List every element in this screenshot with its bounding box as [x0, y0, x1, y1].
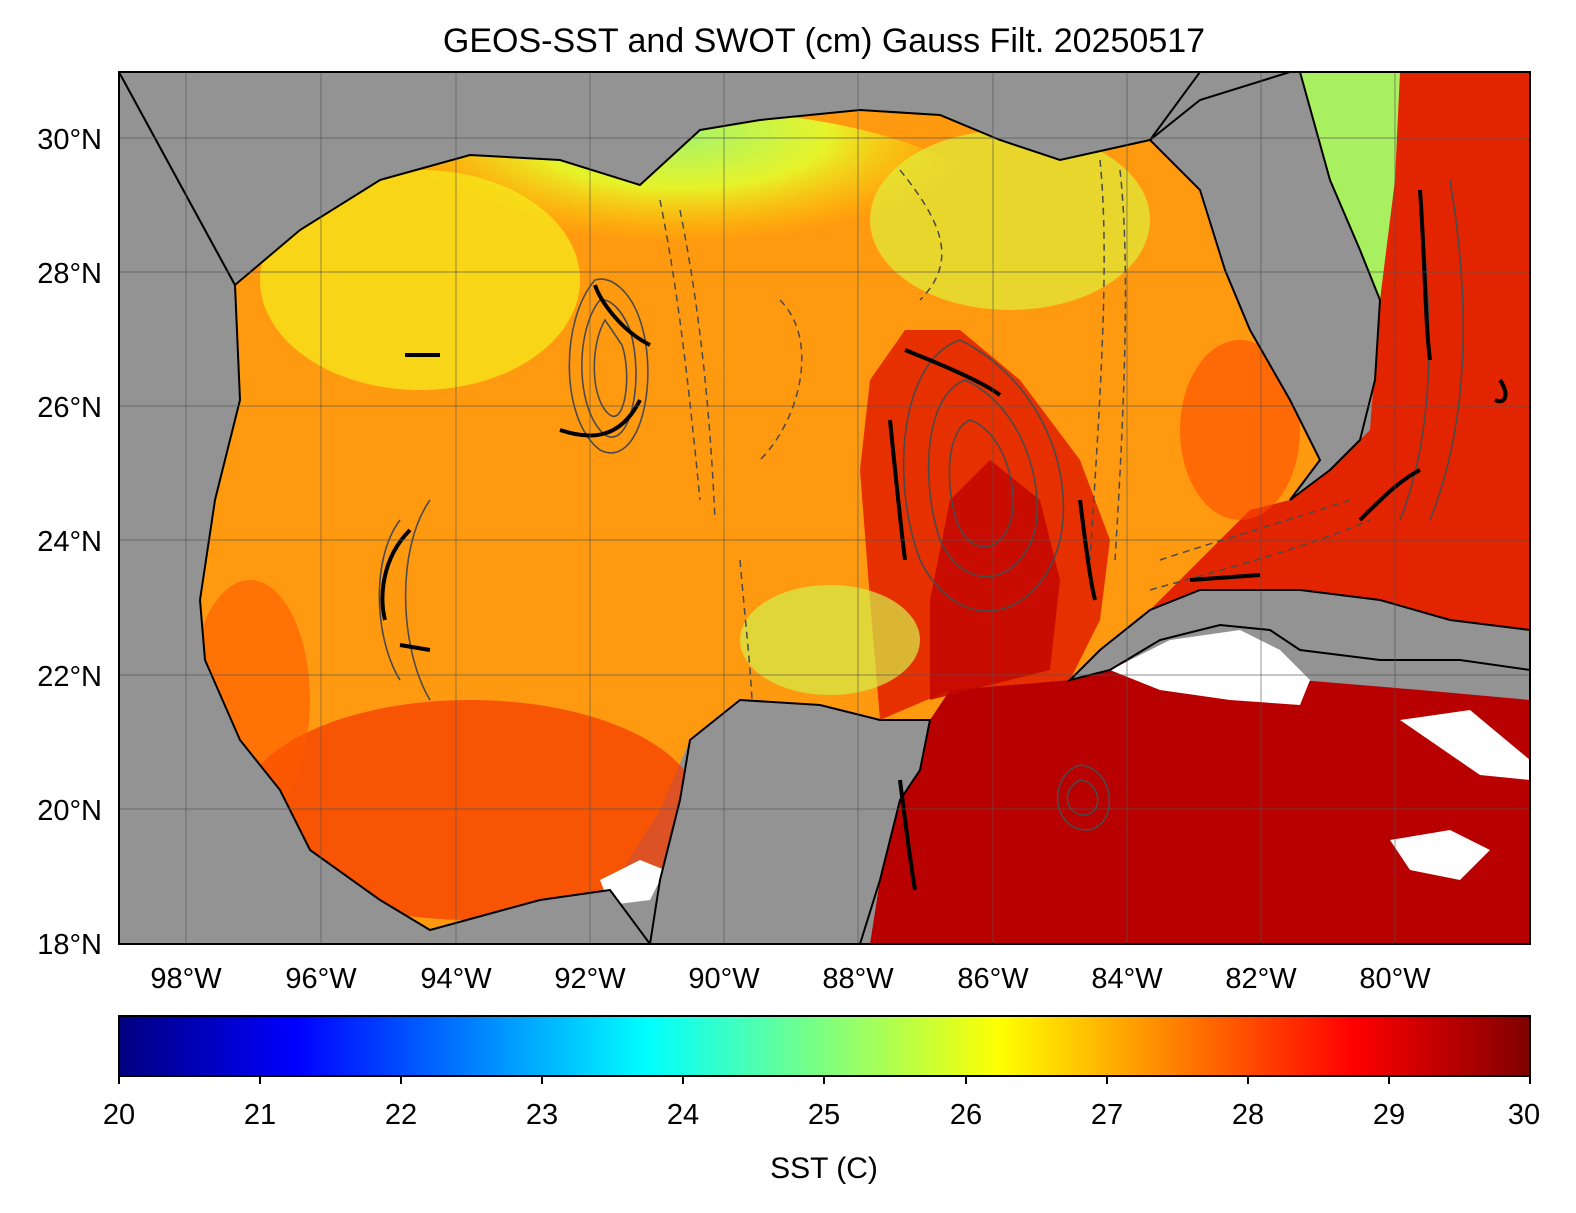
lon-tick-labels: 98°W 96°W 94°W 92°W 90°W 88°W 86°W 84°W … [150, 963, 1431, 995]
warm-wfs [1180, 340, 1300, 520]
map-panel [119, 72, 1530, 944]
land-mexico-south [119, 72, 652, 944]
swot-contours-dashed [659, 159, 1371, 701]
cool-shelf-west [260, 170, 580, 390]
colorbar-tick-label: 20 [103, 1099, 135, 1131]
swot-contours [378, 179, 1464, 831]
colorbar-tick-label: 24 [667, 1099, 699, 1131]
lon-tick-label: 92°W [554, 963, 626, 995]
colorbar-label: SST (C) [770, 1152, 878, 1185]
lon-tick-label: 82°W [1225, 963, 1297, 995]
lat-tick-label: 18°N [37, 929, 102, 961]
lat-tick-label: 20°N [37, 795, 102, 827]
colorbar-tick-label: 30 [1508, 1099, 1540, 1131]
caribbean-water-sst [870, 660, 1530, 944]
lat-tick-label: 26°N [37, 392, 102, 424]
colorbar-tick-label: 22 [385, 1099, 417, 1131]
cool-yucatan [740, 585, 920, 695]
lat-tick-label: 22°N [37, 661, 102, 693]
map-title: GEOS-SST and SWOT (cm) Gauss Filt. 20250… [443, 22, 1205, 60]
colorbar-tick-label: 26 [950, 1099, 982, 1131]
colorbar-tick-label: 29 [1373, 1099, 1405, 1131]
lon-tick-label: 86°W [957, 963, 1029, 995]
lon-tick-label: 80°W [1359, 963, 1431, 995]
land-cuba [1066, 589, 1530, 682]
nodata-caribbean-2 [1400, 710, 1530, 780]
swot-zero-contours [380, 189, 1508, 891]
cool-shelf-east [870, 130, 1150, 310]
nodata-cuba [1110, 630, 1310, 705]
colorbar-tick-label: 21 [244, 1099, 276, 1131]
colorbar-tick-label: 27 [1091, 1099, 1123, 1131]
lon-tick-label: 90°W [688, 963, 760, 995]
colorbar-tick-label: 25 [808, 1099, 840, 1131]
map-graticule [119, 72, 1530, 944]
colorbar-tick-marks [118, 1076, 1531, 1084]
lon-tick-label: 88°W [822, 963, 894, 995]
nodata-caribbean [1390, 830, 1490, 880]
lat-tick-label: 24°N [37, 526, 102, 558]
map-frame [118, 71, 1531, 945]
straits-water-sst [1150, 72, 1530, 630]
lon-tick-label: 98°W [150, 963, 222, 995]
colorbar-gradient [118, 1015, 1531, 1077]
land-yucatan [648, 698, 932, 944]
lon-tick-label: 94°W [420, 963, 492, 995]
lon-tick-label: 96°W [285, 963, 357, 995]
nodata-campeche [600, 860, 665, 905]
lat-tick-label: 30°N [37, 124, 102, 156]
colorbar: 20 21 22 23 24 25 26 27 28 29 30 SST (C) [103, 1015, 1540, 1185]
warm-bay-campeche [240, 700, 700, 920]
land-us-north [119, 72, 1202, 287]
lon-tick-label: 84°W [1091, 963, 1163, 995]
atlantic-shelf-sst [1300, 72, 1400, 300]
lat-tick-label: 28°N [37, 258, 102, 290]
lat-tick-labels: 30°N 28°N 26°N 24°N 22°N 20°N 18°N [37, 124, 102, 961]
loop-current-core [930, 460, 1060, 700]
colorbar-tick-label: 28 [1232, 1099, 1264, 1131]
land-florida [1148, 72, 1382, 501]
colorbar-tick-label: 23 [526, 1099, 558, 1131]
